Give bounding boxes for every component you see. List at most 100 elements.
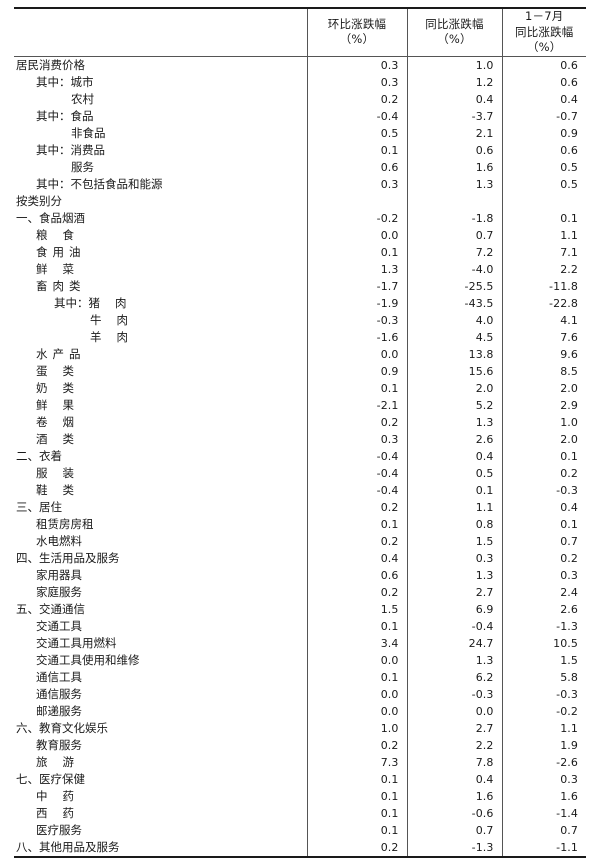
table-row: 一、食品烟酒 -0.2 -1.8 0.1	[14, 209, 586, 227]
row-value-mom: 0.0	[307, 651, 408, 669]
row-value-mom: 0.6	[307, 158, 408, 176]
row-value-mom: 7.3	[307, 753, 408, 771]
table-row: 水电燃料 0.2 1.5 0.7	[14, 532, 586, 550]
row-value-cumulative: 0.1	[560, 517, 578, 531]
row-value-cumulative: 8.5	[560, 364, 578, 378]
row-value-yoy	[407, 192, 503, 210]
table-row: 六、教育文化娱乐 1.0 2.7 1.1	[14, 719, 586, 737]
row-value-cumulative: 0.7	[560, 823, 578, 837]
row-value-yoy: 1.5	[407, 532, 503, 550]
row-label: 鲜果	[14, 396, 308, 414]
table-row: 八、其他用品及服务 0.2 -1.3 -1.1	[14, 838, 586, 858]
row-value-cumulative: 1.9	[560, 738, 578, 752]
row-value-yoy: 15.6	[407, 362, 503, 380]
row-value-cumulative: 4.1	[560, 313, 578, 327]
row-value-yoy: 7.8	[407, 753, 503, 771]
row-value-cumulative: 2.4	[560, 585, 578, 599]
row-label: 牛肉	[14, 311, 308, 329]
row-label: 按类别分	[14, 192, 308, 210]
row-label: 四、生活用品及服务	[14, 549, 308, 567]
row-value-cumulative: 0.3	[560, 568, 578, 582]
row-value-yoy: 6.2	[407, 668, 503, 686]
row-label: 其中：不包括食品和能源	[14, 175, 308, 193]
row-value-yoy: 0.4	[407, 770, 503, 788]
row-label: 西药	[14, 804, 308, 822]
row-value-yoy: 1.3	[407, 413, 503, 431]
row-label: 交通工具	[14, 617, 308, 635]
row-value-yoy: -25.5	[407, 277, 503, 295]
row-value-cumulative: 0.1	[560, 449, 578, 463]
table-row: 二、衣着 -0.4 0.4 0.1	[14, 447, 586, 465]
row-value-cumulative	[502, 193, 586, 210]
row-value-mom: 0.2	[307, 838, 408, 858]
row-value-cumulative: 0.2	[560, 466, 578, 480]
table-row: 三、居住 0.2 1.1 0.4	[14, 498, 586, 516]
row-value-mom: -1.9	[307, 294, 408, 312]
row-value-mom: 0.3	[307, 73, 408, 91]
row-label: 医疗服务	[14, 821, 308, 839]
table-row: 邮递服务 0.0 0.0 -0.2	[14, 702, 586, 720]
row-value-yoy: 1.3	[407, 566, 503, 584]
table-row: 畜肉类 -1.7 -25.5 -11.8	[14, 277, 586, 295]
table-row: 其中：猪肉 -1.9 -43.5 -22.8	[14, 294, 586, 312]
row-value-yoy: 2.7	[407, 719, 503, 737]
row-value-mom: 0.1	[307, 770, 408, 788]
row-label: 一、食品烟酒	[14, 209, 308, 227]
row-value-mom: 0.0	[307, 345, 408, 363]
column-header-cumulative-line2: 同比涨跌幅（%）	[515, 24, 574, 55]
table-row: 交通工具 0.1 -0.4 -1.3	[14, 617, 586, 635]
row-value-mom: 0.2	[307, 583, 408, 601]
column-header-yoy: 同比涨跌幅 （%）	[407, 6, 503, 57]
table-row: 蛋类 0.9 15.6 8.5	[14, 362, 586, 380]
row-value-yoy: -1.8	[407, 209, 503, 227]
table-row: 牛肉 -0.3 4.0 4.1	[14, 311, 586, 329]
row-label: 交通工具用燃料	[14, 634, 308, 652]
row-label: 邮递服务	[14, 702, 308, 720]
row-label: 中药	[14, 787, 308, 805]
row-value-cumulative: 0.5	[560, 177, 578, 191]
row-label: 八、其他用品及服务	[14, 838, 308, 858]
row-value-cumulative: 1.5	[560, 653, 578, 667]
row-value-cumulative: -11.8	[549, 279, 578, 293]
row-label: 其中：猪肉	[14, 294, 308, 312]
row-value-mom: 0.0	[307, 702, 408, 720]
row-value-cumulative: 7.1	[560, 245, 578, 259]
row-value-mom: 0.1	[307, 804, 408, 822]
row-value-yoy: -3.7	[407, 107, 503, 125]
table-row: 食用油 0.1 7.2 7.1	[14, 243, 586, 261]
table-row: 鲜菜 1.3 -4.0 2.2	[14, 260, 586, 278]
row-label: 家庭服务	[14, 583, 308, 601]
row-value-yoy: 24.7	[407, 634, 503, 652]
row-value-yoy: 0.3	[407, 549, 503, 567]
row-value-mom: 0.3	[307, 175, 408, 193]
row-value-cumulative: 0.3	[560, 772, 578, 786]
row-label: 旅游	[14, 753, 308, 771]
row-value-cumulative: 0.6	[560, 75, 578, 89]
table-row: 水产品 0.0 13.8 9.6	[14, 345, 586, 363]
row-value-cumulative: -0.3	[556, 483, 578, 497]
row-value-cumulative: 10.5	[553, 636, 578, 650]
row-label: 粮食	[14, 226, 308, 244]
row-value-cumulative: 0.1	[560, 211, 578, 225]
row-value-mom: 0.3	[307, 430, 408, 448]
row-label: 其中：消费品	[14, 141, 308, 159]
row-value-mom: 0.0	[307, 685, 408, 703]
row-value-yoy: 0.7	[407, 821, 503, 839]
table-row: 租赁房房租 0.1 0.8 0.1	[14, 515, 586, 533]
row-value-yoy: -1.3	[407, 838, 503, 858]
row-value-yoy: 1.0	[407, 56, 503, 74]
column-header-cumulative: 1－7月 同比涨跌幅（%）	[502, 6, 586, 57]
row-value-cumulative: 0.4	[560, 92, 578, 106]
row-label: 奶类	[14, 379, 308, 397]
row-value-mom: 0.3	[307, 56, 408, 74]
row-value-cumulative: 1.0	[560, 415, 578, 429]
table-row: 居民消费价格 0.3 1.0 0.6	[14, 56, 586, 74]
column-header-mom: 环比涨跌幅 （%）	[307, 6, 408, 57]
table-row: 其中：食品 -0.4 -3.7 -0.7	[14, 107, 586, 125]
row-value-yoy: 2.2	[407, 736, 503, 754]
row-label: 水电燃料	[14, 532, 308, 550]
row-value-mom: -2.1	[307, 396, 408, 414]
row-value-mom: -0.4	[307, 107, 408, 125]
table-row: 四、生活用品及服务 0.4 0.3 0.2	[14, 549, 586, 567]
table-row: 家庭服务 0.2 2.7 2.4	[14, 583, 586, 601]
